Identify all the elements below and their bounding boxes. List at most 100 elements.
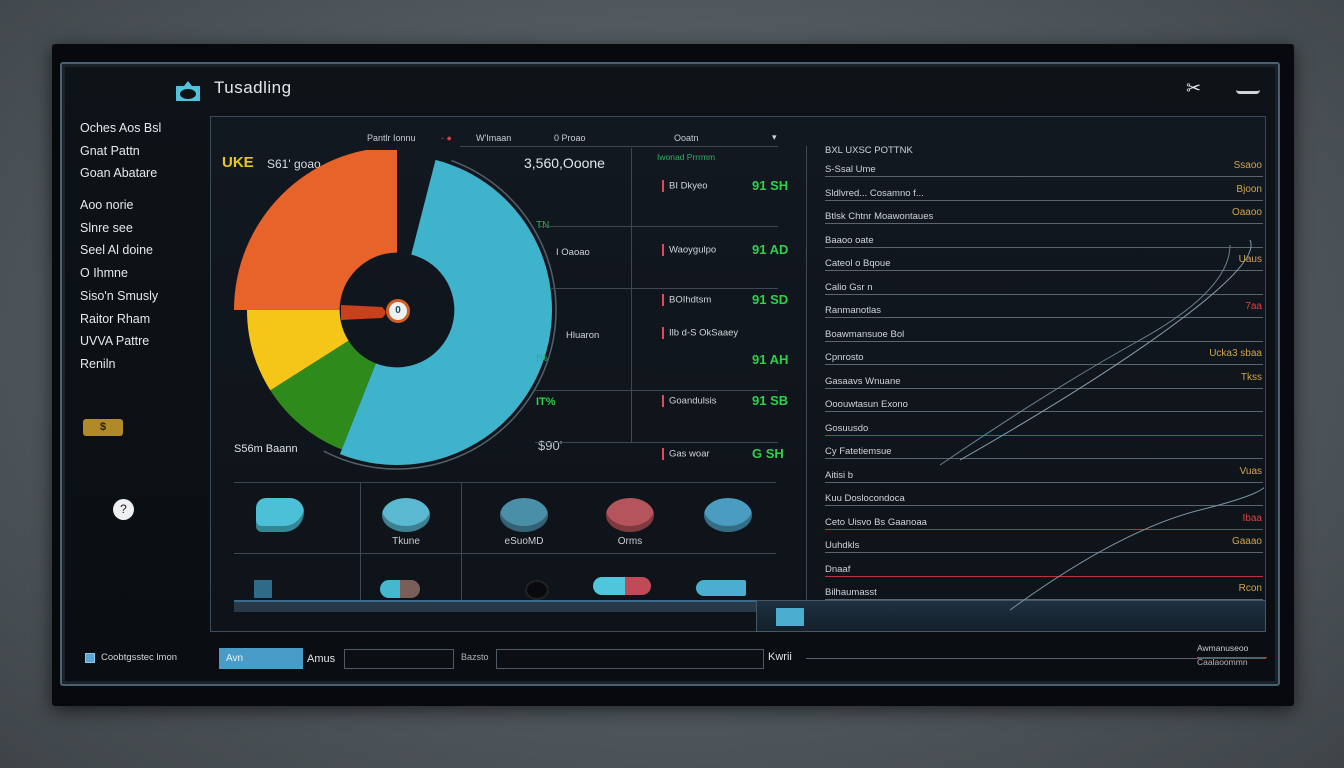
list-item-label[interactable]: S-Ssal Ume — [825, 164, 876, 175]
metric-label-text: BI Dkyeo — [669, 180, 708, 192]
list-header: BXL UXSC POTTNK — [825, 145, 913, 156]
list-item-value: Bjoon — [1236, 183, 1262, 195]
side-label: IT% — [536, 396, 556, 408]
metric-value: 91 SB — [752, 393, 789, 408]
side-label: I% — [536, 353, 548, 364]
list-item-label[interactable]: Uuhdkls — [825, 540, 860, 551]
list-row-line — [825, 246, 1263, 248]
status-marker-icon — [662, 448, 664, 460]
list-item-label[interactable]: Sldlvred... Cosamno f... — [825, 187, 924, 199]
metric-value: 91 AD — [752, 242, 789, 257]
trend-line — [939, 239, 1264, 611]
tag-icon[interactable] — [606, 498, 654, 532]
list-row-line — [825, 223, 1263, 224]
column-header[interactable]: Pantlr Ionnu — [367, 133, 416, 143]
divider — [535, 390, 778, 391]
timeline-slider[interactable] — [756, 600, 1266, 632]
footer-checkbox[interactable] — [85, 653, 95, 663]
divider — [806, 146, 807, 600]
toggle-icon — [380, 580, 420, 598]
app-title: Tusadling — [214, 78, 292, 97]
pie-slice-green[interactable] — [270, 340, 376, 450]
slider-handle[interactable] — [776, 608, 804, 626]
side-label: TN — [536, 220, 549, 231]
list-row-line — [825, 552, 1263, 553]
metric-label: Ilb d-S OkSaaey — [662, 327, 738, 339]
list-item-label[interactable]: Aitisi b — [825, 469, 853, 481]
list-row-line — [825, 293, 1263, 295]
list-item-label[interactable]: Boawmansuoe Bol — [825, 328, 905, 340]
list-item-label[interactable]: Dnaaf — [825, 563, 851, 575]
column-header[interactable]: W'Imaan — [476, 133, 512, 143]
divider — [461, 483, 462, 601]
scissors-icon[interactable]: ✂ — [1186, 78, 1202, 98]
gauge-icon[interactable] — [704, 498, 752, 532]
list-item-label[interactable]: Cateol o Bqoue — [825, 258, 891, 269]
list-item-value: Ssaoo — [1233, 160, 1262, 171]
search-input[interactable] — [496, 649, 764, 669]
sidebar-item[interactable]: Seel Al doine — [80, 243, 153, 257]
sidebar-item[interactable]: Reniln — [80, 357, 116, 371]
help-icon[interactable]: ? — [113, 499, 134, 520]
list-item-label[interactable]: Ooouwtasun Exono — [825, 399, 908, 410]
list-item-label[interactable]: Btlsk Chtnr Moawontaues — [825, 211, 934, 222]
column-header[interactable]: Ooatn — [674, 133, 699, 143]
sidebar-item[interactable]: Goan Abatare — [80, 166, 158, 180]
connector-icon — [696, 580, 746, 596]
pie-slice-blue[interactable] — [339, 159, 552, 465]
sort-icon[interactable]: - ● — [441, 133, 452, 143]
horizontal-scrollbar[interactable] — [234, 600, 806, 612]
primary-button[interactable]: Avn — [219, 648, 303, 669]
list-item-label[interactable]: Ranmanotlas — [825, 305, 881, 316]
list-item-label[interactable]: Cy Fatetiemsue — [825, 446, 892, 457]
divider — [1197, 657, 1267, 658]
sidebar-item[interactable]: Siso'n Smusly — [80, 289, 159, 303]
metric-value: G SH — [752, 446, 784, 461]
side-label: I Oaoao — [556, 247, 590, 258]
pie-slice-orange[interactable] — [234, 150, 397, 310]
sidebar-item[interactable]: Slnre see — [80, 221, 133, 235]
metrics-header: Iwonad Prrrmm — [657, 152, 716, 162]
pie-slice-yellow[interactable] — [247, 310, 349, 391]
text-input[interactable] — [344, 649, 454, 669]
divider — [550, 288, 778, 289]
list-item-label[interactable]: Gasaavs Wnuane — [825, 375, 901, 387]
list-item-label[interactable]: Kuu Doslocondoca — [825, 493, 905, 504]
list-item-label[interactable]: Gosuusdo — [825, 422, 869, 434]
dropdown-arrow-icon[interactable]: ▾ — [772, 132, 777, 142]
list-item-label[interactable]: Bilhaumasst — [825, 587, 877, 598]
sidebar-badge[interactable]: $ — [83, 419, 123, 436]
tray-icon[interactable] — [1236, 80, 1260, 94]
divider — [234, 482, 776, 483]
metric-label: BOIhdtsm — [662, 294, 711, 306]
sidebar-item[interactable]: Gnat Pattn — [80, 144, 140, 158]
sidebar-item[interactable]: UVVA Pattre — [80, 334, 150, 348]
divider — [540, 226, 778, 227]
list-item-label[interactable]: Baaoo oate — [825, 234, 874, 246]
shield-icon[interactable] — [256, 498, 304, 532]
sidebar-item[interactable]: Oches Aos Bsl — [80, 121, 162, 135]
list-row-line — [825, 505, 1263, 506]
list-row-line — [825, 575, 1263, 577]
chat-bubble-icon[interactable] — [382, 498, 430, 532]
tile-label: eSuoMD — [504, 536, 544, 547]
list-row-line — [825, 387, 1263, 389]
list-item-label[interactable]: Calio Gsr n — [825, 281, 873, 293]
list-item-label[interactable]: Ceto Uisvo Bs Gaanoaa — [825, 516, 927, 528]
metric-label-text: Goandulsis — [669, 395, 717, 407]
field-label: Amus — [307, 653, 336, 665]
donut-chart[interactable] — [220, 150, 580, 470]
list-item-label[interactable]: Cpnrosto — [825, 352, 864, 363]
sidebar-item[interactable]: Raitor Rham — [80, 312, 151, 326]
sidebar-item[interactable]: Aoo norie — [80, 198, 134, 212]
sidebar-item[interactable]: O Ihmne — [80, 266, 128, 280]
metric-value: 91 SD — [752, 292, 789, 307]
column-header[interactable]: 0 Proao — [554, 133, 586, 143]
database-icon[interactable] — [500, 498, 548, 532]
list-item-value: Ibaa — [1242, 512, 1262, 524]
metric-label-text: BOIhdtsm — [669, 294, 712, 306]
side-label: Hluaron — [566, 330, 600, 341]
divider — [460, 146, 778, 147]
side-label: $90' — [538, 438, 563, 453]
list-row-line — [825, 528, 1263, 530]
